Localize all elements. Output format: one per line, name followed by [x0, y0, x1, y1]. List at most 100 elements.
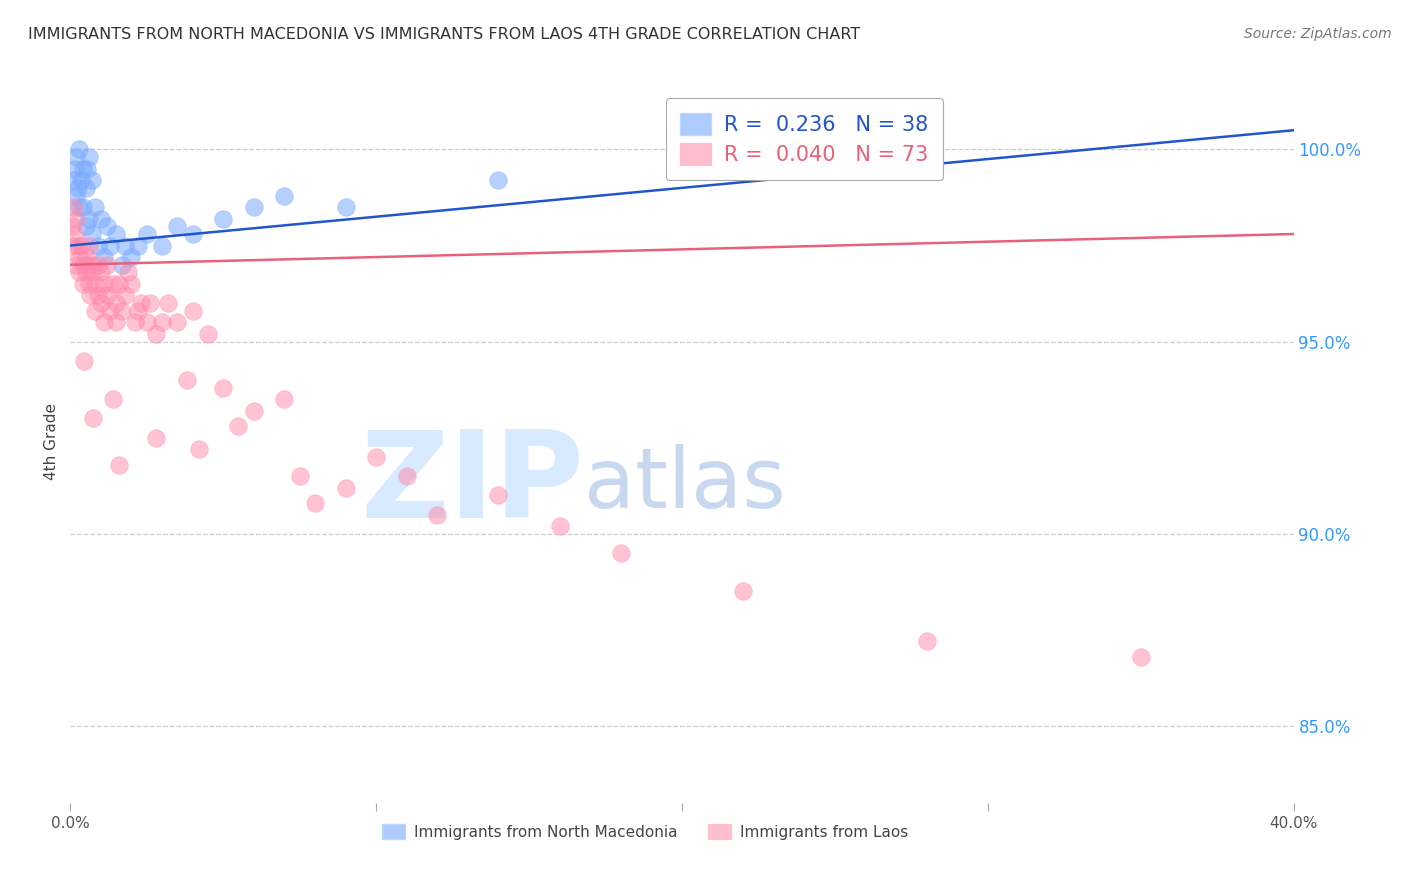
Immigrants from North Macedonia	[150, 238, 173, 252]
Immigrants from Laos	[731, 584, 754, 599]
Immigrants from Laos	[75, 265, 97, 279]
Immigrants from Laos	[111, 304, 134, 318]
Immigrants from Laos	[395, 469, 418, 483]
Immigrants from North Macedonia	[63, 161, 86, 176]
Immigrants from North Macedonia	[75, 181, 97, 195]
Immigrants from Laos	[488, 488, 510, 502]
Immigrants from Laos	[212, 381, 235, 395]
Text: IMMIGRANTS FROM NORTH MACEDONIA VS IMMIGRANTS FROM LAOS 4TH GRADE CORRELATION CH: IMMIGRANTS FROM NORTH MACEDONIA VS IMMIG…	[28, 27, 860, 42]
Immigrants from Laos	[166, 315, 188, 329]
Immigrants from Laos	[1129, 649, 1152, 664]
Immigrants from Laos	[83, 304, 105, 318]
Immigrants from Laos	[117, 265, 139, 279]
Text: Source: ZipAtlas.com: Source: ZipAtlas.com	[1244, 27, 1392, 41]
Immigrants from North Macedonia	[166, 219, 188, 234]
Immigrants from Laos	[243, 404, 266, 418]
Immigrants from Laos	[63, 227, 86, 241]
Immigrants from Laos	[228, 419, 250, 434]
Immigrants from Laos	[187, 442, 209, 457]
Immigrants from North Macedonia	[135, 227, 157, 241]
Immigrants from Laos	[75, 250, 97, 264]
Immigrants from Laos	[82, 411, 104, 425]
Immigrants from North Macedonia	[76, 161, 98, 176]
Y-axis label: 4th Grade: 4th Grade	[44, 403, 59, 480]
Immigrants from Laos	[288, 469, 311, 483]
Immigrants from Laos	[87, 258, 110, 272]
Immigrants from North Macedonia	[212, 211, 235, 226]
Immigrants from North Macedonia	[93, 250, 115, 264]
Immigrants from Laos	[72, 277, 94, 291]
Immigrants from Laos	[79, 288, 101, 302]
Immigrants from Laos	[76, 258, 98, 272]
Immigrants from North Macedonia	[72, 200, 94, 214]
Immigrants from Laos	[80, 265, 103, 279]
Immigrants from Laos	[69, 250, 91, 264]
Immigrants from North Macedonia	[90, 211, 112, 226]
Immigrants from Laos	[60, 219, 83, 234]
Immigrants from Laos	[83, 277, 105, 291]
Immigrants from Laos	[105, 296, 128, 310]
Immigrants from Laos	[98, 304, 121, 318]
Immigrants from North Macedonia	[98, 238, 121, 252]
Immigrants from Laos	[124, 315, 146, 329]
Immigrants from Laos	[73, 354, 96, 368]
Immigrants from North Macedonia	[80, 173, 103, 187]
Immigrants from Laos	[145, 326, 167, 341]
Immigrants from Laos	[108, 277, 131, 291]
Text: atlas: atlas	[583, 444, 786, 525]
Immigrants from Laos	[135, 315, 157, 329]
Immigrants from North Macedonia	[105, 227, 128, 241]
Immigrants from Laos	[366, 450, 388, 464]
Immigrants from Laos	[101, 392, 124, 407]
Immigrants from Laos	[105, 315, 128, 329]
Immigrants from North Macedonia	[121, 250, 143, 264]
Text: ZIP: ZIP	[360, 426, 583, 543]
Immigrants from Laos	[335, 481, 357, 495]
Immigrants from Laos	[101, 277, 124, 291]
Immigrants from North Macedonia	[72, 161, 94, 176]
Immigrants from Laos	[87, 288, 110, 302]
Immigrants from Laos	[127, 304, 149, 318]
Immigrants from North Macedonia	[77, 211, 100, 226]
Immigrants from Laos	[129, 296, 152, 310]
Immigrants from Laos	[65, 258, 87, 272]
Immigrants from North Macedonia	[87, 238, 110, 252]
Immigrants from North Macedonia	[731, 135, 754, 149]
Immigrants from Laos	[197, 326, 219, 341]
Immigrants from North Macedonia	[77, 150, 100, 164]
Immigrants from Laos	[70, 238, 93, 252]
Immigrants from North Macedonia	[69, 200, 91, 214]
Immigrants from North Macedonia	[83, 200, 105, 214]
Immigrants from Laos	[150, 315, 173, 329]
Immigrants from Laos	[157, 296, 180, 310]
Immigrants from Laos	[139, 296, 162, 310]
Immigrants from Laos	[304, 496, 326, 510]
Immigrants from Laos	[915, 634, 938, 648]
Immigrants from Laos	[66, 238, 89, 252]
Immigrants from Laos	[90, 265, 112, 279]
Immigrants from Laos	[93, 315, 115, 329]
Legend: Immigrants from North Macedonia, Immigrants from Laos: Immigrants from North Macedonia, Immigra…	[375, 818, 914, 846]
Immigrants from Laos	[548, 519, 571, 533]
Immigrants from Laos	[96, 288, 118, 302]
Immigrants from Laos	[77, 238, 100, 252]
Immigrants from Laos	[90, 296, 112, 310]
Immigrants from North Macedonia	[273, 188, 295, 202]
Immigrants from Laos	[62, 238, 84, 252]
Immigrants from Laos	[114, 288, 136, 302]
Immigrants from Laos	[181, 304, 204, 318]
Immigrants from North Macedonia	[111, 258, 134, 272]
Immigrants from North Macedonia	[127, 238, 149, 252]
Immigrants from North Macedonia	[96, 219, 118, 234]
Immigrants from Laos	[96, 258, 118, 272]
Immigrants from Laos	[121, 277, 143, 291]
Immigrants from Laos	[69, 265, 91, 279]
Immigrants from North Macedonia	[114, 238, 136, 252]
Immigrants from Laos	[426, 508, 449, 522]
Immigrants from North Macedonia	[65, 188, 87, 202]
Immigrants from Laos	[93, 277, 115, 291]
Immigrants from North Macedonia	[69, 143, 91, 157]
Immigrants from Laos	[62, 200, 84, 214]
Immigrants from Laos	[145, 431, 167, 445]
Immigrants from Laos	[176, 373, 198, 387]
